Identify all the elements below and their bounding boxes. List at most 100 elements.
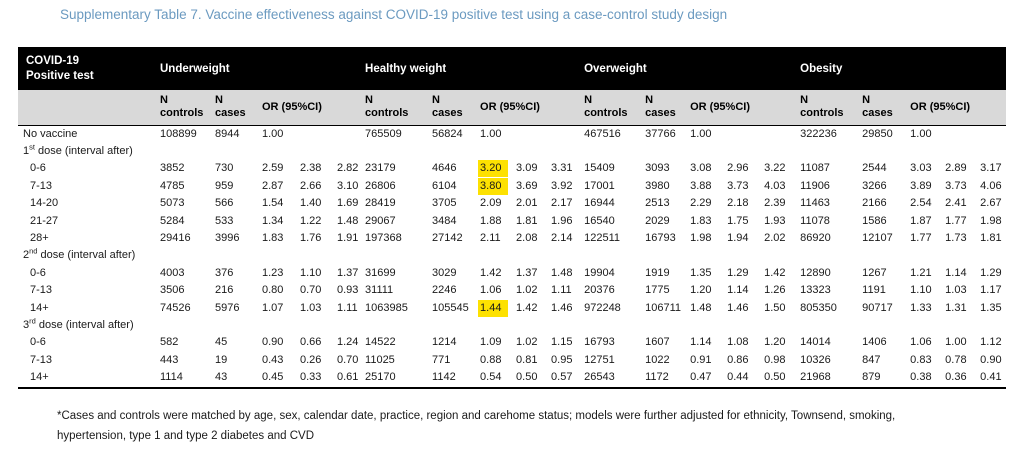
ci-high-cell: 1.35 xyxy=(980,301,1002,314)
n-controls-cell xyxy=(160,143,215,160)
highlighted-or-value: 1.44 xyxy=(478,299,509,317)
row-label: 1st dose (interval after) xyxy=(23,142,133,157)
group-header-overweight: Overweight xyxy=(584,47,801,90)
n-cases-cell: 1775 xyxy=(645,284,670,297)
n-cases-cell: 8944 xyxy=(215,127,240,140)
n-cases-cell: 56824 xyxy=(432,127,463,140)
n-cases-cell: 847 xyxy=(862,353,881,366)
ci-low-cell xyxy=(516,125,551,143)
ci-high-cell xyxy=(337,317,365,334)
subheader-or-ci: OR (95%CI) xyxy=(480,90,585,126)
ci-low-cell: 2.18 xyxy=(727,197,749,210)
subheader-cases-label: cases xyxy=(215,107,246,120)
ci-low-cell: 1.10 xyxy=(300,266,322,279)
ci-high-cell: 1.48 xyxy=(337,214,359,227)
or-cell: 1.00 xyxy=(262,127,284,140)
or-cell: 1.06 xyxy=(480,284,502,297)
subheader-controls-label: controls xyxy=(160,107,204,120)
ci-high-cell xyxy=(337,247,365,264)
n-cases-cell xyxy=(645,247,690,264)
n-controls-cell: 26806 xyxy=(365,179,396,192)
n-controls-cell: 805350 xyxy=(800,301,837,314)
ci-low-cell: 3.73 xyxy=(945,179,967,192)
table-row: No vaccine 108899 8944 1.00 765509 56824 1.00 4… xyxy=(18,125,1006,143)
ci-high-cell: 0.90 xyxy=(980,353,1002,366)
n-cases-cell xyxy=(215,247,262,264)
n-cases-cell: 566 xyxy=(215,197,234,210)
or-cell: 1.77 xyxy=(910,231,932,244)
or-cell: 1.33 xyxy=(910,301,932,314)
ci-high-cell: 2.14 xyxy=(551,231,573,244)
ci-high-cell: 1.24 xyxy=(337,336,359,349)
ci-low-cell: 0.78 xyxy=(945,353,967,366)
or-cell: 1.42 xyxy=(480,266,502,279)
row-label: 14-20 xyxy=(30,197,59,210)
or-cell: 1.21 xyxy=(910,266,932,279)
n-controls-cell: 16793 xyxy=(584,336,615,349)
ci-low-cell xyxy=(300,143,337,160)
n-controls-cell: 14522 xyxy=(365,336,396,349)
n-cases-cell xyxy=(645,317,690,334)
n-cases-cell xyxy=(862,143,910,160)
n-controls-cell: 31111 xyxy=(365,284,394,297)
row-label: No vaccine xyxy=(23,127,78,140)
ci-high-cell xyxy=(980,317,1006,334)
footnote-line1: *Cases and controls were matched by age,… xyxy=(57,410,896,422)
n-controls-cell: 5073 xyxy=(160,197,185,210)
ci-low-cell xyxy=(300,247,337,264)
subheader-n-label: N xyxy=(862,94,871,107)
ci-high-cell: 3.92 xyxy=(551,179,573,192)
n-cases-cell: 1214 xyxy=(432,336,457,349)
n-controls-cell: 25170 xyxy=(365,369,433,389)
ci-low-cell: 1.08 xyxy=(727,336,749,349)
n-cases-cell xyxy=(432,317,480,334)
or-cell xyxy=(910,247,945,264)
n-controls-cell: 11463 xyxy=(800,197,830,210)
row-label: 3rd dose (interval after) xyxy=(23,316,134,331)
n-cases-cell: 3980 xyxy=(645,179,670,192)
row-header-line1: COVID-19 xyxy=(26,54,80,67)
row-label: 2nd dose (interval after) xyxy=(23,246,136,262)
ci-high-cell xyxy=(551,317,584,334)
n-cases-cell: 2166 xyxy=(862,197,887,210)
dose-section-row: 3rd dose (interval after) xyxy=(18,317,1006,334)
n-controls-cell: 19904 xyxy=(584,266,615,279)
subheader-cases-label: cases xyxy=(645,107,676,120)
n-cases-cell: 2513 xyxy=(645,197,670,210)
n-controls-cell xyxy=(160,247,215,264)
or-cell: 1.44 xyxy=(478,299,516,317)
ci-low-cell xyxy=(300,317,337,334)
or-cell: 0.43 xyxy=(262,353,284,366)
n-controls-cell: 122511 xyxy=(584,231,620,244)
or-cell xyxy=(480,143,516,160)
ci-high-cell xyxy=(764,247,800,264)
subheader-cases-label: cases xyxy=(432,107,463,120)
or-cell: 1.88 xyxy=(480,214,502,227)
ci-high-cell: 1.69 xyxy=(337,197,359,210)
ci-low-cell: 1.02 xyxy=(516,336,538,349)
table-row: 0-6 3852 730 2.59 2.38 2.82 23179 4646 3.20 3.09 3… xyxy=(18,160,1006,178)
n-controls-cell: 108899 xyxy=(160,127,197,140)
n-cases-cell xyxy=(215,317,262,334)
ci-high-cell: 2.02 xyxy=(764,231,786,244)
ci-high-cell: 1.37 xyxy=(337,266,359,279)
n-cases-cell: 1142 xyxy=(432,369,481,389)
ci-high-cell: 1.98 xyxy=(980,214,1002,227)
or-cell: 3.89 xyxy=(910,179,932,192)
n-controls-cell: 29416 xyxy=(160,231,191,244)
subheader-controls-label: controls xyxy=(365,107,409,120)
ci-high-cell xyxy=(764,317,800,334)
highlighted-or-value: 3.80 xyxy=(478,177,509,195)
n-cases-cell: 2246 xyxy=(432,284,457,297)
ci-low-cell xyxy=(727,317,764,334)
group-header-healthy-weight: Healthy weight xyxy=(365,47,585,90)
ci-high-cell: 0.95 xyxy=(551,353,573,366)
ci-high-cell: 4.03 xyxy=(764,179,786,192)
ci-high-cell: 1.42 xyxy=(764,266,786,279)
table-row: 28+ 29416 3996 1.83 1.76 1.91 197368 27142 2.11 2… xyxy=(18,230,1006,247)
n-controls-cell: 74526 xyxy=(160,301,191,314)
n-cases-cell: 3705 xyxy=(432,197,457,210)
or-cell: 1.34 xyxy=(262,214,284,227)
ci-low-cell: 3.69 xyxy=(516,179,538,192)
table-row: 7-13 4785 959 2.87 2.66 3.10 26806 6104 3.80 3.69… xyxy=(18,177,1006,195)
